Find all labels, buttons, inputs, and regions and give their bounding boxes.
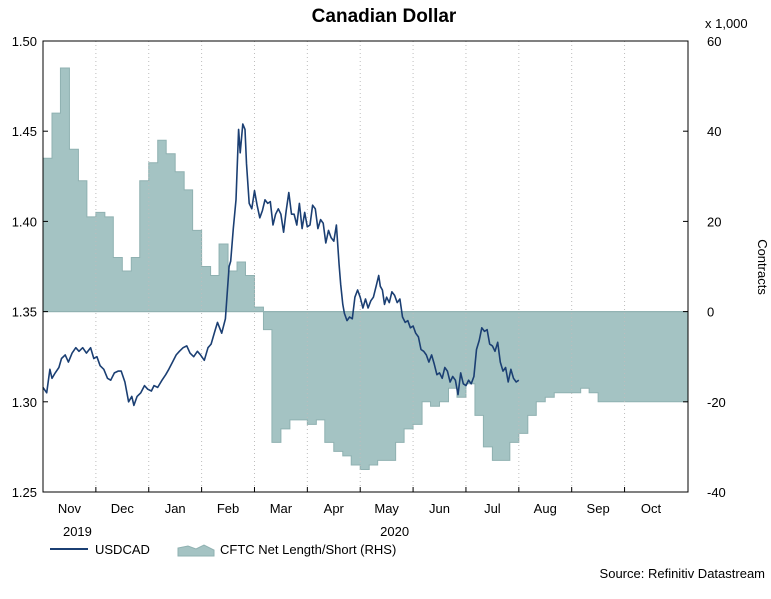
month-label: Sep — [587, 501, 610, 516]
year-label: 2020 — [380, 524, 409, 539]
month-label: Jan — [165, 501, 186, 516]
month-label: Feb — [217, 501, 239, 516]
right-tick-label: 20 — [707, 214, 721, 229]
usdcad-line — [42, 123, 520, 407]
cftc-area — [42, 67, 689, 470]
plot-frame — [42, 40, 689, 493]
source-note: Source: Refinitiv Datastream — [600, 566, 765, 581]
legend-cftc-swatch — [177, 544, 215, 557]
usdcad-line-layer — [42, 123, 520, 407]
month-label: Dec — [111, 501, 135, 516]
legend: USDCAD CFTC Net Length/Short (RHS) — [50, 542, 396, 557]
grid-layer — [42, 41, 688, 492]
left-tick-label: 1.50 — [12, 34, 37, 49]
month-label: Apr — [324, 501, 345, 516]
left-tick-label: 1.45 — [12, 124, 37, 139]
left-tick-label: 1.25 — [12, 485, 37, 500]
month-label: Nov — [58, 501, 82, 516]
chart-title: Canadian Dollar — [312, 6, 457, 27]
right-tick-label: 0 — [707, 305, 714, 320]
right-tick-label: 40 — [707, 124, 721, 139]
month-label: Oct — [641, 501, 662, 516]
left-tick-label: 1.40 — [12, 214, 37, 229]
right-tick-label: -20 — [707, 395, 726, 410]
right-tick-label: 60 — [707, 34, 721, 49]
month-label: Jun — [429, 501, 450, 516]
legend-usdcad-label: USDCAD — [95, 542, 150, 557]
cftc-area-layer — [42, 67, 689, 470]
axis-layer: 1.25 1.30 1.35 1.40 1.45 1.50 -40 -20 0 20 40 60 Nov… — [12, 34, 726, 539]
left-tick-label: 1.30 — [12, 395, 37, 410]
month-label: Jul — [484, 501, 501, 516]
legend-cftc-label: CFTC Net Length/Short (RHS) — [220, 542, 396, 557]
month-label: Aug — [534, 501, 557, 516]
right-axis-label: Contracts — [755, 239, 770, 295]
left-tick-label: 1.35 — [12, 305, 37, 320]
right-axis-unit-note: x 1,000 — [705, 16, 748, 31]
month-label: May — [374, 501, 399, 516]
year-label: 2019 — [63, 524, 92, 539]
right-tick-label: -40 — [707, 485, 726, 500]
month-label: Mar — [270, 501, 293, 516]
